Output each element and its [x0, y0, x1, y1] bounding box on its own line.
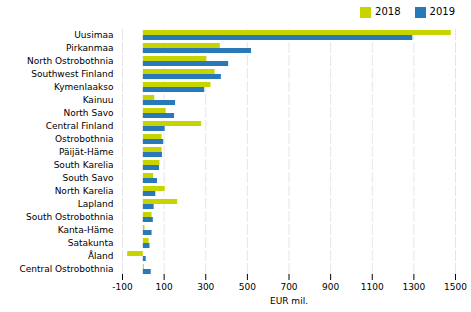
svg-text:South Karelia: South Karelia	[54, 160, 114, 170]
svg-text:Kanta-Häme: Kanta-Häme	[58, 225, 114, 235]
svg-text:Lapland: Lapland	[78, 199, 114, 209]
svg-text:100: 100	[156, 282, 173, 292]
svg-text:EUR mil.: EUR mil.	[270, 296, 308, 306]
svg-text:South Savo: South Savo	[62, 173, 114, 183]
svg-text:Central Ostrobothnia: Central Ostrobothnia	[19, 264, 113, 274]
svg-text:Satakunta: Satakunta	[68, 238, 114, 248]
svg-text:-100: -100	[112, 282, 133, 292]
svg-text:Ostrobothnia: Ostrobothnia	[55, 134, 113, 144]
svg-text:North Karelia: North Karelia	[55, 186, 114, 196]
svg-text:500: 500	[239, 282, 256, 292]
svg-text:900: 900	[322, 282, 339, 292]
svg-text:700: 700	[280, 282, 297, 292]
svg-text:North Savo: North Savo	[63, 108, 114, 118]
svg-text:Åland: Åland	[88, 250, 114, 261]
html-text:2018: 2018	[375, 6, 401, 18]
svg-text:Päijät-Häme: Päijät-Häme	[59, 147, 114, 157]
svg-text:North Ostrobothnia: North Ostrobothnia	[27, 56, 114, 66]
html-text:2019: 2019	[429, 6, 455, 18]
svg-text:Uusimaa: Uusimaa	[74, 30, 113, 40]
svg-text:Pirkanmaa: Pirkanmaa	[66, 43, 114, 53]
svg-text:1500: 1500	[444, 282, 467, 292]
svg-text:300: 300	[197, 282, 214, 292]
svg-text:1300: 1300	[402, 282, 425, 292]
svg-text:Southwest Finland: Southwest Finland	[31, 69, 113, 79]
svg-text:1100: 1100	[361, 282, 384, 292]
svg-text:Central Finland: Central Finland	[46, 121, 114, 131]
svg-text:South Ostrobothnia: South Ostrobothnia	[26, 212, 114, 222]
svg-text:Kymenlaakso: Kymenlaakso	[54, 82, 114, 92]
svg-text:Kainuu: Kainuu	[83, 95, 114, 105]
